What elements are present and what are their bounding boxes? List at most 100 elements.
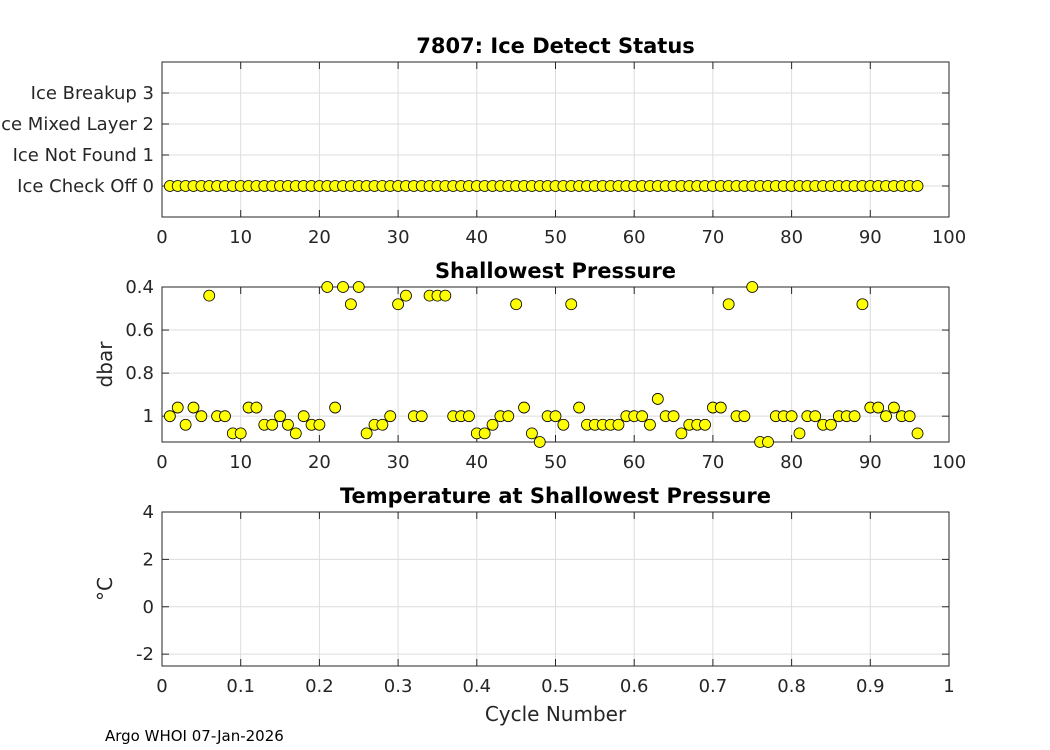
pressure-data-point bbox=[872, 401, 885, 414]
pressure-data-point bbox=[337, 281, 349, 293]
pressure-data-point bbox=[195, 410, 208, 423]
pressure-chart-title: Shallowest Pressure bbox=[435, 259, 676, 283]
ice-detect-status-chart: 0 10 20 30 40 50 60 70 80 90 100 Ice Check Off 0 Ice… bbox=[0, 34, 966, 248]
pressure-data-point bbox=[439, 289, 452, 302]
pressure-data-point bbox=[171, 401, 184, 414]
pressure-data-point bbox=[313, 418, 326, 431]
temperature-x-tick-label: 0.7 bbox=[699, 676, 728, 697]
ice-status-x-tick-label: 30 bbox=[387, 227, 410, 248]
pressure-x-tick-label: 70 bbox=[701, 452, 724, 473]
pressure-data-point bbox=[911, 427, 924, 440]
temperature-x-axis-label: Cycle Number bbox=[485, 702, 627, 726]
pressure-y-tick-label: 0.8 bbox=[125, 363, 154, 384]
pressure-data-point bbox=[203, 289, 216, 302]
ice-status-x-tick-label: 70 bbox=[701, 227, 724, 248]
temperature-x-tick-label: 0.4 bbox=[462, 676, 491, 697]
pressure-data-point bbox=[636, 410, 648, 423]
pressure-data-point bbox=[360, 427, 373, 440]
ice-status-x-tick-label: 0 bbox=[156, 227, 167, 248]
footer-credit: Argo WHOI 07-Jan-2026 bbox=[105, 727, 284, 745]
temperature-y-tick-label: 0 bbox=[143, 597, 154, 618]
ice-status-y-tick-label: Ice Not Found 1 bbox=[13, 145, 154, 166]
temperature-x-tick-label: 0.5 bbox=[541, 676, 570, 697]
pressure-x-tick-label: 30 bbox=[387, 452, 410, 473]
shallowest-pressure-chart: 0 10 20 30 40 50 60 70 80 90 100 0.4 0.6 0.8 1 Shallowe… bbox=[93, 259, 966, 473]
pressure-data-point bbox=[187, 401, 200, 414]
ice-status-x-tick-label: 80 bbox=[780, 227, 803, 248]
pressure-data-point bbox=[297, 410, 310, 423]
ice-status-y-tick-label: Ice Breakup 3 bbox=[31, 83, 154, 104]
temperature-chart: 0 0.1 0.2 0.3 0.4 0.5 0.6 0.7 0.8 0.9 1-2024Temper… bbox=[93, 484, 955, 726]
ice-status-y-tick-label: Ice Mixed Layer 2 bbox=[0, 114, 154, 135]
pressure-data-point bbox=[376, 418, 389, 431]
pressure-data-point bbox=[746, 281, 759, 293]
pressure-data-point bbox=[525, 427, 538, 440]
pressure-x-tick-label: 100 bbox=[932, 452, 966, 473]
ice-status-y-tick-label: Ice Check Off 0 bbox=[17, 176, 154, 197]
pressure-data-point bbox=[219, 410, 231, 423]
pressure-data-point bbox=[565, 298, 578, 311]
pressure-y-tick-label: 0.4 bbox=[125, 277, 154, 298]
pressure-data-point bbox=[675, 427, 688, 440]
pressure-data-point bbox=[888, 401, 900, 414]
pressure-data-point bbox=[282, 418, 294, 431]
pressure-y-tick-label: 0.6 bbox=[125, 320, 154, 341]
pressure-data-point bbox=[250, 401, 263, 414]
pressure-data-point bbox=[738, 410, 751, 423]
pressure-data-point bbox=[793, 427, 806, 440]
pressure-data-point bbox=[478, 427, 491, 440]
pressure-data-point bbox=[502, 410, 515, 423]
ice-status-chart-title: 7807: Ice Detect Status bbox=[416, 34, 695, 58]
ice-status-axes-frame bbox=[161, 61, 950, 218]
temperature-y-tick-label: 2 bbox=[143, 549, 154, 570]
temperature-chart-title: Temperature at Shallowest Pressure bbox=[340, 484, 771, 508]
temperature-x-tick-label: 0.6 bbox=[620, 676, 649, 697]
pressure-data-point bbox=[557, 418, 570, 431]
pressure-data-point bbox=[234, 427, 247, 440]
pressure-x-tick-label: 20 bbox=[308, 452, 331, 473]
ice-status-x-tick-label: 40 bbox=[465, 227, 488, 248]
ice-status-x-tick-label: 10 bbox=[229, 227, 252, 248]
pressure-data-point bbox=[510, 298, 523, 311]
pressure-data-point bbox=[722, 298, 735, 311]
pressure-data-point bbox=[573, 401, 586, 414]
temperature-x-tick-label: 0.8 bbox=[777, 676, 806, 697]
pressure-data-point bbox=[415, 410, 428, 423]
ice-status-data-point bbox=[911, 180, 924, 192]
pressure-data-point bbox=[714, 401, 727, 414]
pressure-data-point bbox=[392, 298, 405, 311]
pressure-data-point bbox=[344, 298, 357, 311]
pressure-data-point bbox=[699, 418, 711, 431]
pressure-data-point bbox=[825, 418, 837, 431]
pressure-data-point bbox=[384, 410, 397, 423]
ice-status-x-tick-label: 50 bbox=[544, 227, 567, 248]
pressure-data-point bbox=[329, 401, 342, 414]
pressure-data-point bbox=[289, 427, 302, 440]
pressure-x-tick-label: 50 bbox=[544, 452, 567, 473]
pressure-data-point bbox=[880, 410, 892, 423]
pressure-data-point bbox=[321, 281, 334, 293]
pressure-data-point bbox=[352, 281, 365, 293]
pressure-x-tick-label: 40 bbox=[465, 452, 488, 473]
pressure-data-point bbox=[518, 401, 530, 414]
temperature-x-tick-label: 0.1 bbox=[226, 676, 255, 697]
pressure-x-tick-label: 0 bbox=[156, 452, 167, 473]
pressure-data-point bbox=[848, 410, 861, 423]
temperature-axes-frame bbox=[161, 511, 950, 667]
pressure-x-tick-label: 90 bbox=[859, 452, 882, 473]
pressure-data-point bbox=[549, 410, 562, 423]
pressure-data-point bbox=[809, 410, 822, 423]
temperature-x-tick-label: 0.9 bbox=[856, 676, 885, 697]
pressure-data-point bbox=[274, 410, 286, 423]
pressure-data-point bbox=[163, 410, 176, 423]
ice-status-x-tick-label: 60 bbox=[623, 227, 646, 248]
pressure-data-point bbox=[533, 436, 546, 448]
pressure-y-tick-label: 1 bbox=[143, 406, 154, 427]
temperature-x-tick-label: 0.2 bbox=[305, 676, 334, 697]
pressure-data-point bbox=[903, 410, 916, 423]
pressure-data-point bbox=[463, 410, 475, 423]
temperature-x-tick-label: 0 bbox=[156, 676, 167, 697]
pressure-data-point bbox=[762, 436, 774, 448]
pressure-data-point bbox=[667, 410, 680, 423]
